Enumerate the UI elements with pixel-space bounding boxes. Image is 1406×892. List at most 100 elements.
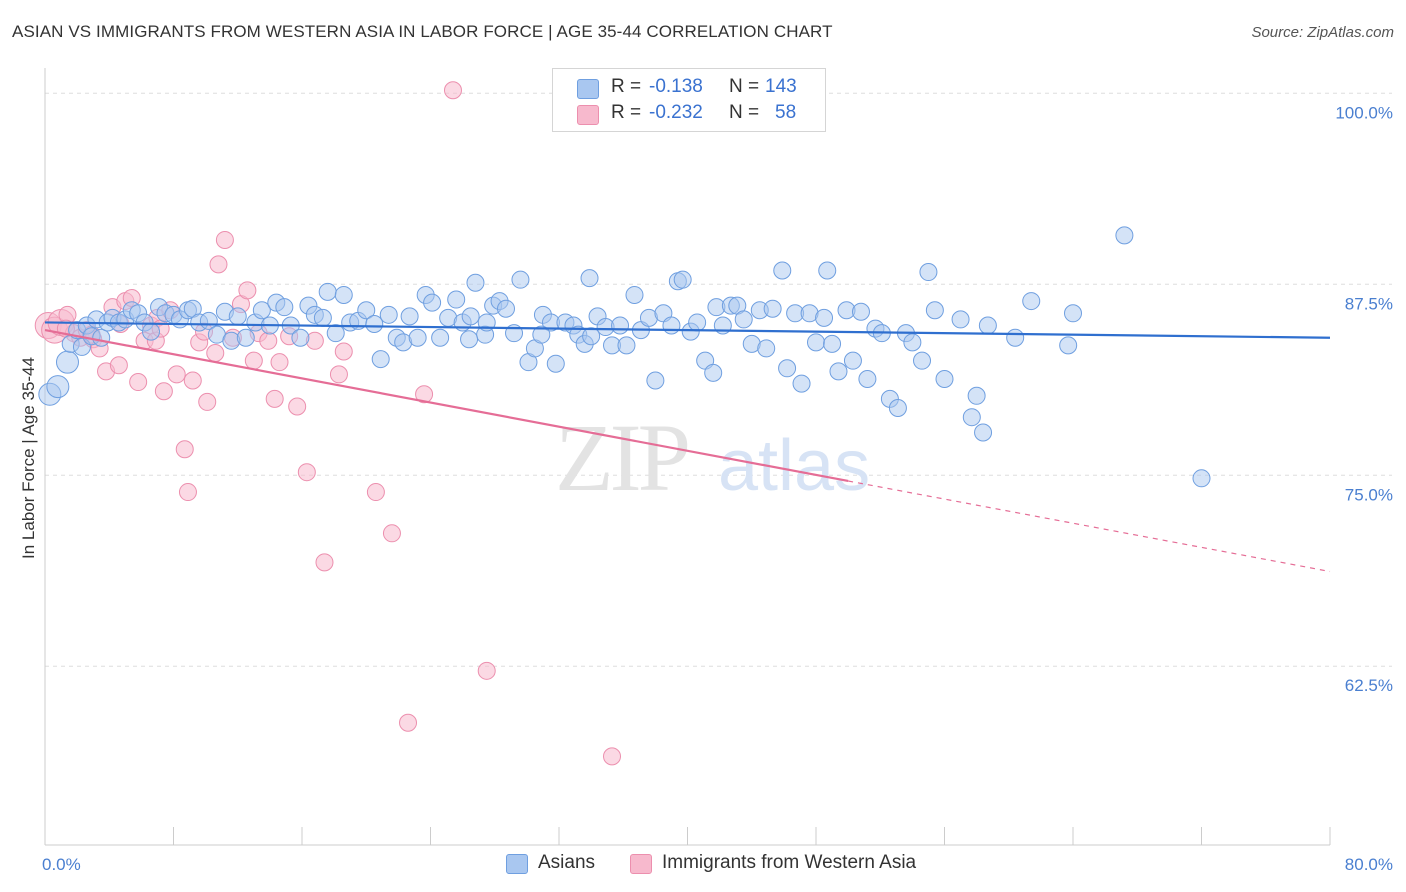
asians-point xyxy=(423,293,442,312)
legend-row-asians: R = -0.138 N = 143 xyxy=(553,76,825,102)
legend-n-label: N = xyxy=(729,102,760,123)
immigrants-point xyxy=(329,365,348,384)
immigrants-point xyxy=(399,713,418,732)
asians-point xyxy=(951,310,970,329)
asians-point xyxy=(617,336,636,355)
asians-point xyxy=(818,261,837,280)
asians-point xyxy=(913,351,932,370)
legend-n-label: N = xyxy=(729,76,760,97)
asians-point xyxy=(511,270,530,289)
x-tick-label-max: 80.0% xyxy=(1345,855,1393,874)
legend-r-value: -0.138 xyxy=(649,76,703,97)
asians-point xyxy=(792,374,811,393)
asians-point xyxy=(734,310,753,329)
immigrants-point xyxy=(603,747,622,766)
asians-point xyxy=(318,282,337,301)
asians-point xyxy=(371,350,390,369)
immigrants-trend-line xyxy=(44,329,849,483)
asians-point xyxy=(1006,328,1025,347)
asians-point xyxy=(334,285,353,304)
y-tick-label: 62.5% xyxy=(1345,676,1393,695)
immigrants-point xyxy=(109,356,128,375)
asians-point xyxy=(357,301,376,320)
asians-point xyxy=(236,328,255,347)
trend-lines xyxy=(44,321,1331,573)
immigrants-point xyxy=(288,397,307,416)
asians-point xyxy=(925,301,944,320)
legend-r-label: R = xyxy=(611,76,642,97)
asians-point xyxy=(778,359,797,378)
immigrants-point xyxy=(175,440,194,459)
asians-point xyxy=(1064,304,1082,323)
asians-point xyxy=(823,334,842,353)
asians-point xyxy=(858,369,877,388)
immigrants-point xyxy=(477,661,496,680)
bottom-legend-swatch-immigrants xyxy=(630,854,652,874)
immigrants-point xyxy=(215,230,234,249)
asians-point xyxy=(275,298,294,317)
asians-trend-line xyxy=(44,321,1331,339)
asians-point xyxy=(773,261,792,280)
legend-r-value: -0.232 xyxy=(649,102,703,123)
immigrants-trend-extension xyxy=(848,480,1331,573)
immigrants-point xyxy=(443,81,462,100)
asians-point xyxy=(851,302,870,321)
y-tick-labels: 100.0% 87.5% 75.0% 62.5% xyxy=(1335,103,1393,695)
asians-point xyxy=(757,339,776,358)
asians-point xyxy=(919,263,938,282)
asians-point xyxy=(55,350,79,374)
immigrants-point xyxy=(297,463,316,482)
asians-point xyxy=(379,305,398,324)
asians-point xyxy=(962,408,981,427)
asians-point xyxy=(582,327,601,346)
asians-point xyxy=(704,363,723,382)
immigrants-point xyxy=(334,342,353,361)
asians-point xyxy=(903,333,922,352)
immigrants-point xyxy=(183,371,202,390)
asians-point xyxy=(888,399,907,418)
asians-point xyxy=(46,375,70,399)
y-tick-label: 100.0% xyxy=(1335,103,1393,122)
asians-point xyxy=(365,314,384,333)
immigrants-point xyxy=(244,351,263,370)
asians-point xyxy=(935,369,954,388)
watermark-zip: ZIP xyxy=(555,404,688,511)
x-tick-label-min: 0.0% xyxy=(42,855,81,874)
asians-point xyxy=(611,316,630,335)
asians-point xyxy=(431,328,450,347)
immigrants-points xyxy=(34,81,622,766)
asians-point xyxy=(408,328,427,347)
bottom-legend-label-asians: Asians xyxy=(538,852,596,873)
asians-point xyxy=(967,386,986,405)
asians-point xyxy=(815,308,834,327)
immigrants-point xyxy=(154,382,173,401)
y-tick-label: 87.5% xyxy=(1345,294,1393,313)
source-label: Source: ZipAtlas.com xyxy=(1251,24,1394,41)
asians-point xyxy=(662,316,681,335)
asians-point xyxy=(546,354,565,373)
watermark-atlas: atlas xyxy=(718,426,870,506)
y-tick-label: 75.0% xyxy=(1345,485,1393,504)
asians-point xyxy=(646,371,665,390)
axes xyxy=(44,68,1331,846)
asians-point xyxy=(461,307,480,326)
asians-point xyxy=(688,313,707,332)
legend-n-value: 143 xyxy=(765,76,797,97)
immigrants-point xyxy=(178,483,197,502)
asians-point xyxy=(1059,336,1078,355)
asians-point xyxy=(532,325,551,344)
asians-point xyxy=(400,307,419,326)
y-axis-label: In Labor Force | Age 35-44 xyxy=(19,357,38,559)
legend-r-label: R = xyxy=(611,102,642,123)
asians-point xyxy=(460,330,479,349)
asians-point xyxy=(978,316,997,335)
immigrants-point xyxy=(259,331,278,350)
asians-point xyxy=(625,285,644,304)
asians-point xyxy=(92,328,111,347)
asians-point xyxy=(466,273,485,292)
x-tick-labels: 0.0% 80.0% xyxy=(42,855,1393,874)
immigrants-point xyxy=(366,483,385,502)
asians-point xyxy=(580,269,599,288)
asians-point xyxy=(252,301,271,320)
